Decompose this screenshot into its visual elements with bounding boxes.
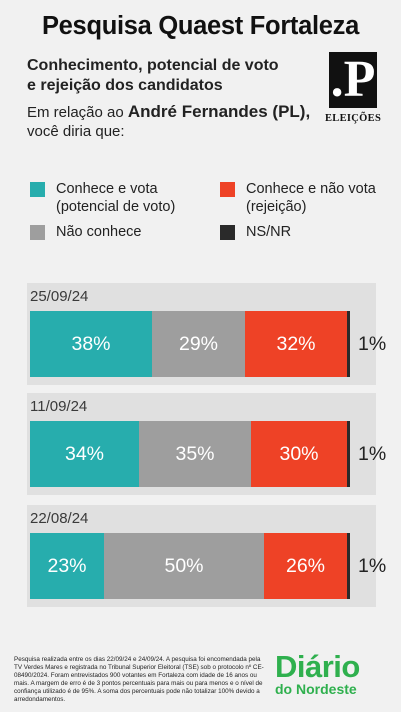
bar-segment-vote: 23% xyxy=(30,533,104,599)
bar-segment-nsnr xyxy=(347,311,350,377)
legend-vote-line1: Conhece e vota xyxy=(56,181,158,197)
page-title: Pesquisa Quaest Fortaleza xyxy=(41,12,360,40)
brand-name-bottom: do Nordeste xyxy=(275,681,357,697)
bar-segment-reject: 26% xyxy=(264,533,347,599)
bar-segment-nsnr xyxy=(347,533,350,599)
legend-reject-line1: Conhece e não vota xyxy=(246,181,376,197)
category-label: 22/08/24 xyxy=(30,510,89,527)
eleicoes-logo: .P ELEIÇÕES xyxy=(325,52,381,128)
bar-segment-unknown: 29% xyxy=(152,311,245,377)
category-label: 25/09/24 xyxy=(30,288,89,305)
legend-swatch-unknown xyxy=(30,225,45,240)
bar-segment-unknown: 50% xyxy=(104,533,264,599)
question-text: Em relação ao André Fernandes (PL), você… xyxy=(27,102,327,141)
bar-segment-unknown: 35% xyxy=(139,421,251,487)
legend-vote-line2: (potencial de voto) xyxy=(56,199,176,215)
logo-letter: .P xyxy=(330,51,376,108)
question-suffix: você diria que: xyxy=(27,123,125,140)
logo-mark: .P xyxy=(329,52,377,108)
brand-name-top: Diário xyxy=(275,649,360,684)
legend-label-reject: Conhece e não vota (rejeição) xyxy=(246,180,376,216)
legend-label-unknown: Não conhece xyxy=(56,224,142,240)
methodology-note: Pesquisa realizada entre os dias 22/09/2… xyxy=(14,656,264,704)
chart-subtitle: Conhecimento, potencial de voto e rejeiç… xyxy=(27,56,317,96)
legend-label-nsnr: NS/NR xyxy=(246,224,292,240)
logo-caption: ELEIÇÕES xyxy=(325,113,382,124)
bar-segment-reject: 30% xyxy=(251,421,347,487)
subtitle-line-1: Conhecimento, potencial de voto xyxy=(27,57,279,74)
stacked-bar: 38% 29% 32% xyxy=(30,311,350,377)
bar-segment-vote: 34% xyxy=(30,421,139,487)
diario-do-nordeste-logo: Diário do Nordeste xyxy=(275,651,395,697)
legend-swatch-reject xyxy=(220,182,235,197)
subtitle-line-2: e rejeição dos candidatos xyxy=(27,77,223,94)
candidate-name: André Fernandes (PL), xyxy=(127,102,311,121)
data-label-nsnr: 1% xyxy=(358,443,387,465)
bar-segment-reject: 32% xyxy=(245,311,347,377)
stacked-bar: 23% 50% 26% xyxy=(30,533,350,599)
bar-segment-vote: 38% xyxy=(30,311,152,377)
legend-swatch-vote xyxy=(30,182,45,197)
bar-segment-nsnr xyxy=(347,421,350,487)
legend-reject-line2: (rejeição) xyxy=(246,199,307,215)
data-label-nsnr: 1% xyxy=(358,333,387,355)
category-label: 11/09/24 xyxy=(30,398,88,415)
legend-swatch-nsnr xyxy=(220,225,235,240)
data-label-nsnr: 1% xyxy=(358,555,387,577)
legend-label-vote: Conhece e vota (potencial de voto) xyxy=(56,180,175,216)
stacked-bar: 34% 35% 30% xyxy=(30,421,350,487)
question-prefix: Em relação ao xyxy=(27,104,128,121)
